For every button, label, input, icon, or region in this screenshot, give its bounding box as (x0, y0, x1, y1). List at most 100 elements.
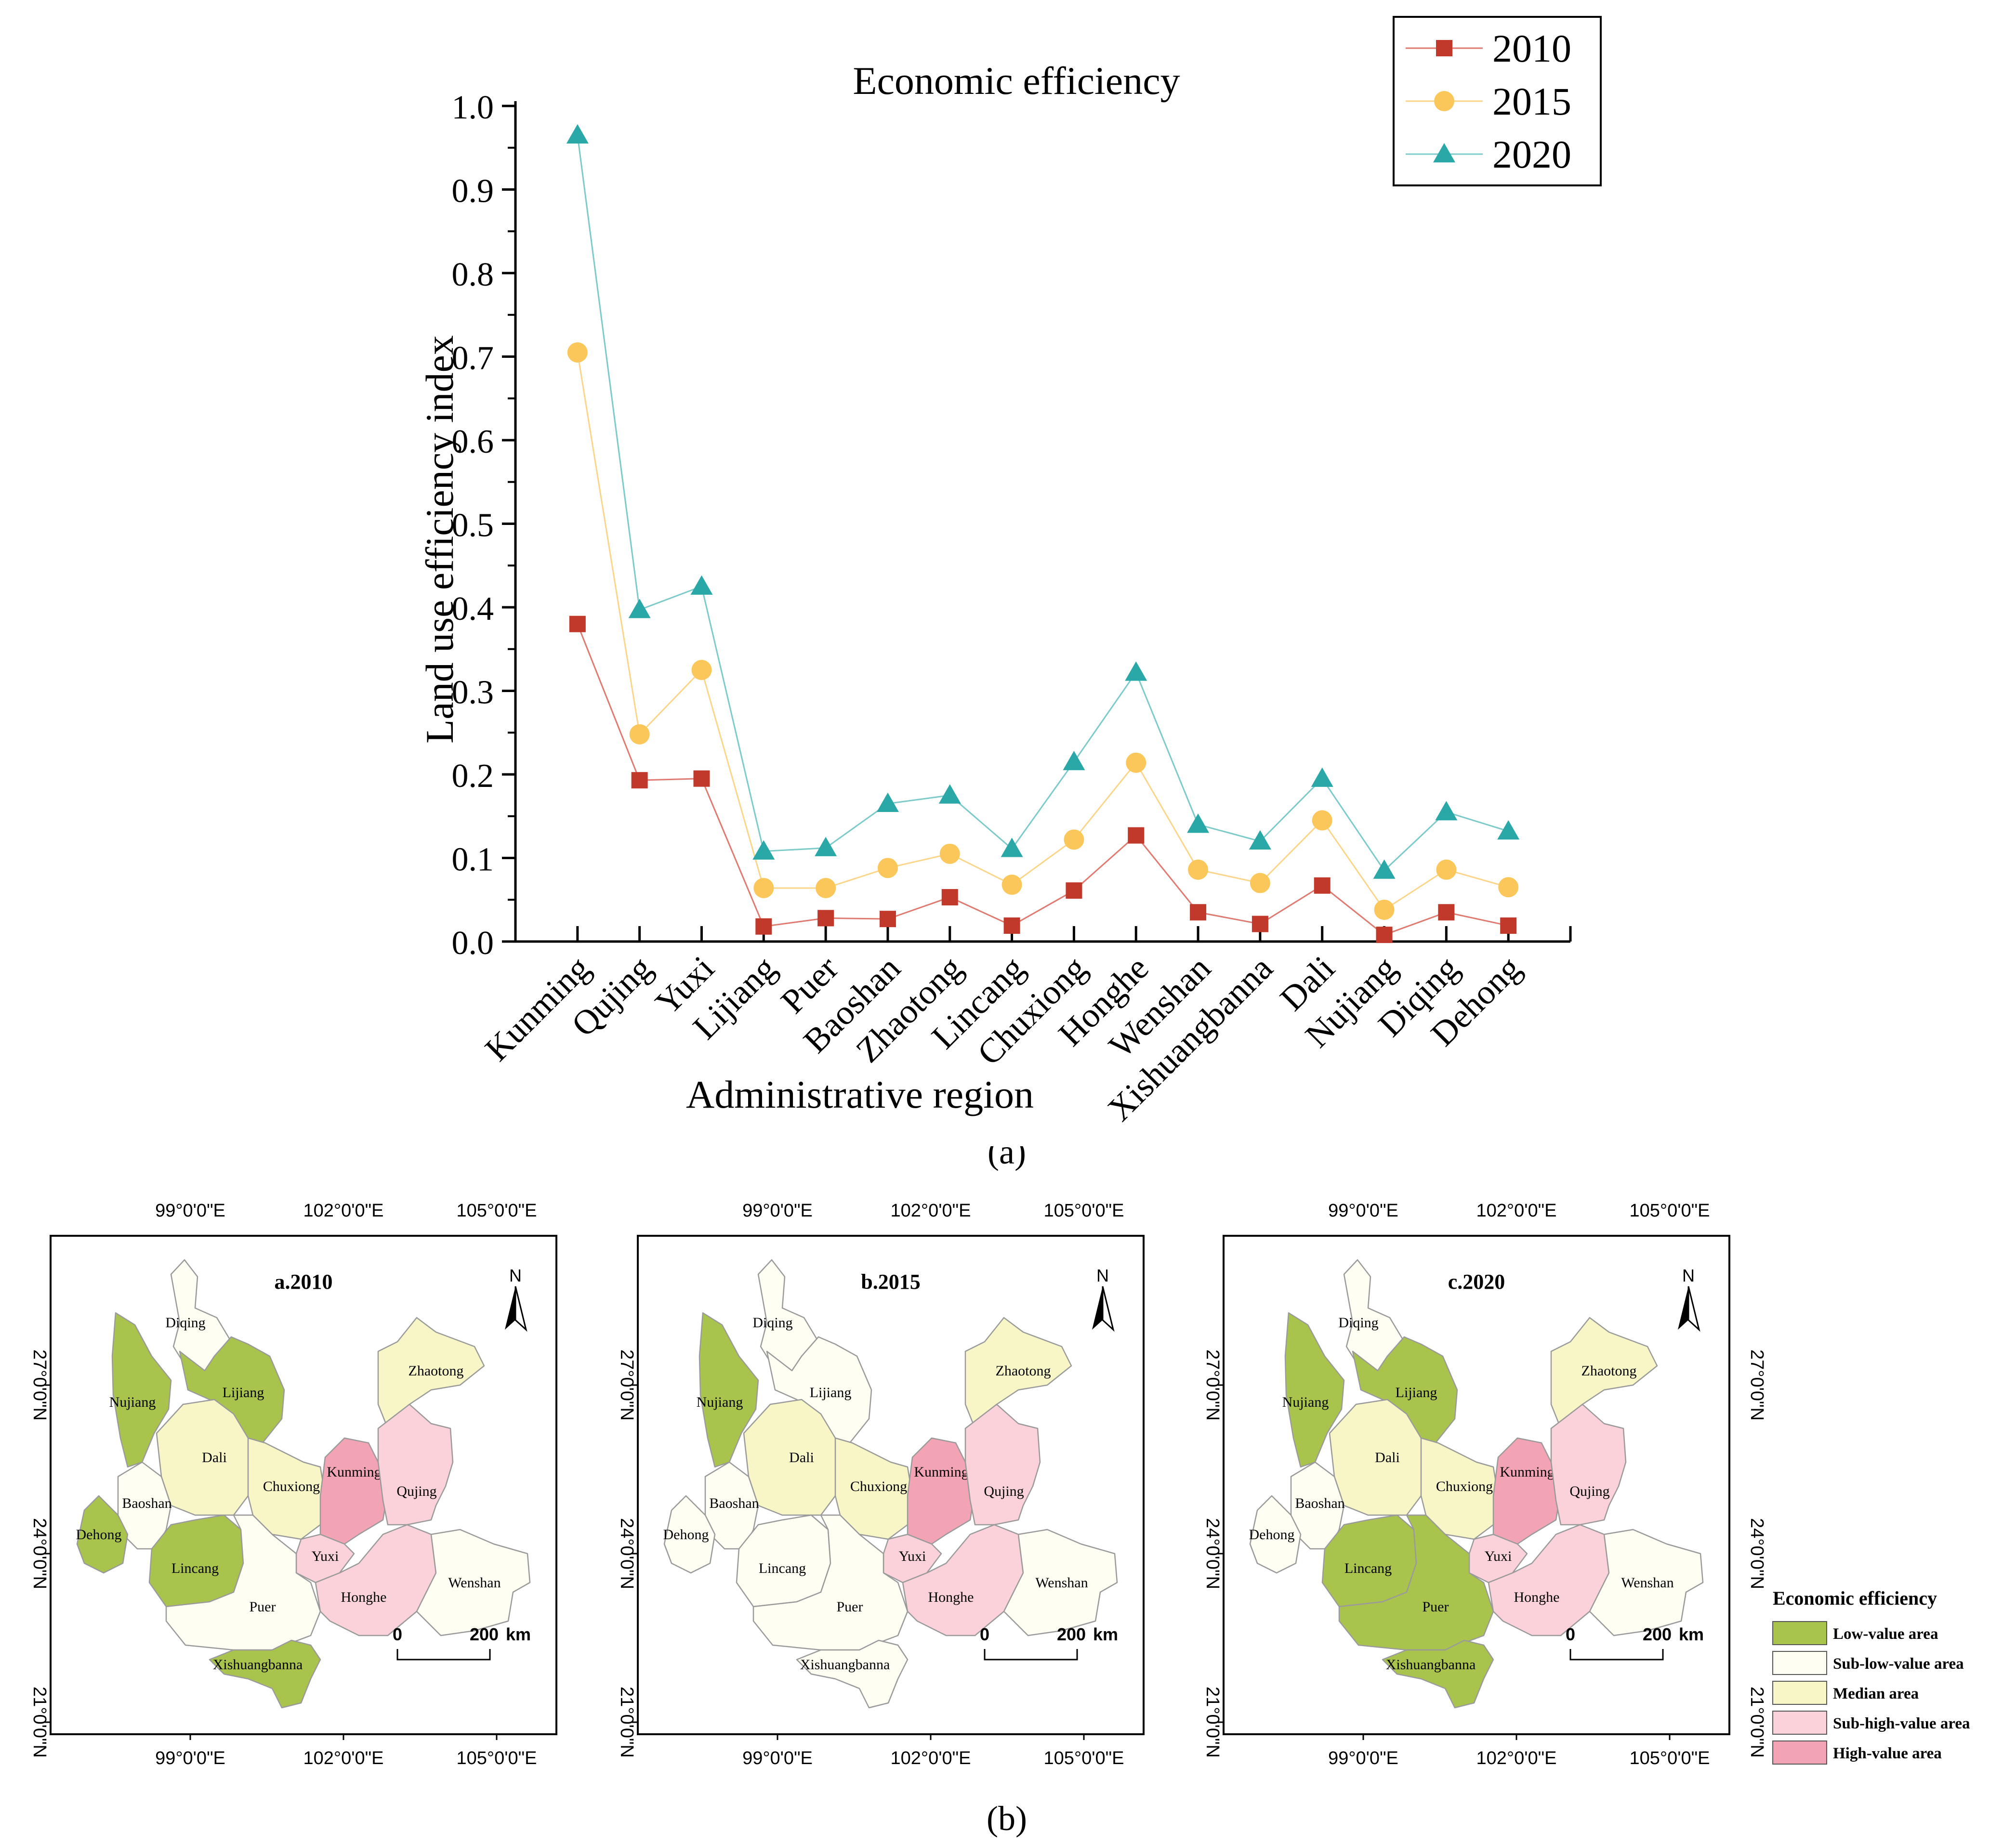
data-point-2015 (1436, 859, 1457, 880)
map-lon-label-top: 105°0'0"E (1044, 1201, 1124, 1221)
y-tick-label: 0.0 (452, 925, 494, 962)
y-tick-label: 0.5 (452, 507, 494, 544)
map-lon-label-bottom: 105°0'0"E (457, 1748, 537, 1768)
scale-unit: km (506, 1624, 531, 1644)
map-legend: Economic efficiency Low-value area Sub-low… (1772, 1587, 1970, 1765)
map-lon-label-top: 102°0'0"E (1476, 1201, 1557, 1221)
data-point-2020 (628, 599, 651, 618)
map-lon-label-bottom: 102°0'0"E (1476, 1748, 1557, 1768)
map-lon-label-bottom: 99°0'0"E (155, 1748, 225, 1768)
map-legend-swatch-subhigh (1772, 1711, 1827, 1735)
north-arrow-left (505, 1286, 515, 1330)
region-label-nujiang: Nujiang (1282, 1394, 1329, 1410)
region-label-dehong: Dehong (76, 1527, 122, 1543)
data-point-2015 (1001, 875, 1022, 895)
north-label: N (1682, 1266, 1695, 1285)
data-point-2015 (753, 877, 774, 898)
region-dehong (1249, 1495, 1302, 1574)
data-point-2010 (631, 772, 648, 789)
map-panel-a.2010: 99°0'0"E 102°0'0"E 105°0'0"E 27°0'0"N 24°0'0… (29, 1201, 557, 1768)
data-point-2020 (1373, 859, 1396, 879)
region-label-qujing: Qujing (396, 1483, 436, 1499)
map-lon-label-top: 102°0'0"E (303, 1201, 384, 1221)
north-arrow-icon: N (1092, 1266, 1115, 1332)
y-tick-label: 1.0 (452, 89, 494, 126)
y-tick-label: 0.1 (452, 841, 494, 878)
region-label-wenshan: Wenshan (1621, 1575, 1673, 1591)
data-point-2010 (1252, 916, 1268, 932)
data-point-2015 (567, 342, 588, 363)
data-point-2020 (938, 784, 961, 804)
region-dehong (76, 1495, 129, 1574)
region-label-diqing: Diqing (165, 1315, 205, 1331)
data-point-2010 (879, 911, 896, 928)
region-label-puer: Puer (837, 1599, 863, 1615)
map-lon-label-top: 105°0'0"E (1630, 1201, 1710, 1221)
y-tick-label: 0.8 (452, 256, 494, 293)
series-line-2020 (577, 135, 1509, 872)
legend-label-2015: 2015 (1492, 79, 1571, 123)
region-label-dehong: Dehong (1249, 1527, 1295, 1543)
region-label-dali: Dali (202, 1450, 227, 1466)
legend-marker-2010 (1436, 40, 1452, 56)
series-line-2015 (577, 352, 1509, 911)
legend-marker-2015 (1434, 91, 1454, 111)
chart-legend: 2010 2015 2020 (1393, 16, 1602, 186)
caption-a: (a) (988, 1146, 1026, 1171)
legend-label-2020: 2020 (1492, 132, 1571, 176)
region-kunming (907, 1437, 976, 1545)
region-label-zhaotong: Zhaotong (1581, 1363, 1637, 1379)
map-lon-label-top: 99°0'0"E (155, 1201, 225, 1221)
region-qujing (1550, 1403, 1627, 1526)
region-nujiang (111, 1312, 172, 1468)
data-point-2010 (1376, 927, 1393, 943)
data-point-2010 (1066, 882, 1082, 899)
region-label-yuxi: Yuxi (1485, 1548, 1512, 1564)
region-label-dali: Dali (789, 1450, 814, 1466)
data-point-2020 (1187, 813, 1210, 833)
region-label-lincang: Lincang (759, 1560, 806, 1576)
region-label-wenshan: Wenshan (448, 1575, 501, 1591)
data-point-2010 (1438, 904, 1455, 921)
region-label-baoshan: Baoshan (122, 1495, 171, 1511)
series-layer (566, 124, 1520, 943)
scale-bar-line (396, 1649, 491, 1661)
region-label-qujing: Qujing (1569, 1483, 1609, 1499)
scale-bar: 0 200 km (1566, 1624, 1704, 1661)
caption-b: (b) (987, 1799, 1027, 1838)
chart-title: Economic efficiency (853, 59, 1180, 103)
region-label-puer: Puer (250, 1599, 276, 1615)
data-point-2015 (1312, 810, 1332, 831)
data-point-2020 (1249, 830, 1271, 850)
region-label-dehong: Dehong (663, 1527, 709, 1543)
data-point-2015 (877, 858, 898, 878)
north-arrow-icon: N (505, 1266, 527, 1332)
region-kunming (319, 1437, 389, 1545)
region-label-kunming: Kunming (1500, 1464, 1554, 1480)
map-legend-label-high: High-value area (1833, 1745, 1942, 1762)
scale-bar: 0 200 km (980, 1624, 1118, 1661)
data-point-2015 (1374, 900, 1395, 920)
region-kunming (1492, 1437, 1562, 1545)
data-point-2015 (816, 877, 836, 898)
data-point-2020 (690, 575, 713, 595)
data-point-2015 (1188, 859, 1209, 880)
north-arrow-right (1102, 1286, 1115, 1332)
y-tick-label: 0.6 (452, 423, 494, 460)
north-arrow-icon: N (1678, 1266, 1700, 1332)
scale-bar: 0 200 km (393, 1624, 531, 1661)
map-legend-swatch-median (1772, 1681, 1827, 1705)
region-label-baoshan: Baoshan (709, 1495, 759, 1511)
region-label-zhaotong: Zhaotong (408, 1363, 464, 1379)
map-legend-swatch-sublow (1772, 1651, 1827, 1675)
map-legend-label-subhigh: Sub-high-value area (1833, 1715, 1970, 1732)
data-point-2010 (1314, 877, 1331, 894)
chart-axes (514, 101, 1570, 943)
y-axis-label: Land use efficiency index (418, 335, 461, 744)
region-label-yuxi: Yuxi (899, 1548, 926, 1564)
map-lon-label-top: 99°0'0"E (742, 1201, 813, 1221)
data-point-2010 (693, 770, 710, 787)
region-label-lijiang: Lijiang (1396, 1385, 1437, 1400)
region-wenshan (1003, 1529, 1118, 1636)
line-chart: Economic efficiency 0.00.10.20.30.40.50.… (418, 16, 1602, 1128)
